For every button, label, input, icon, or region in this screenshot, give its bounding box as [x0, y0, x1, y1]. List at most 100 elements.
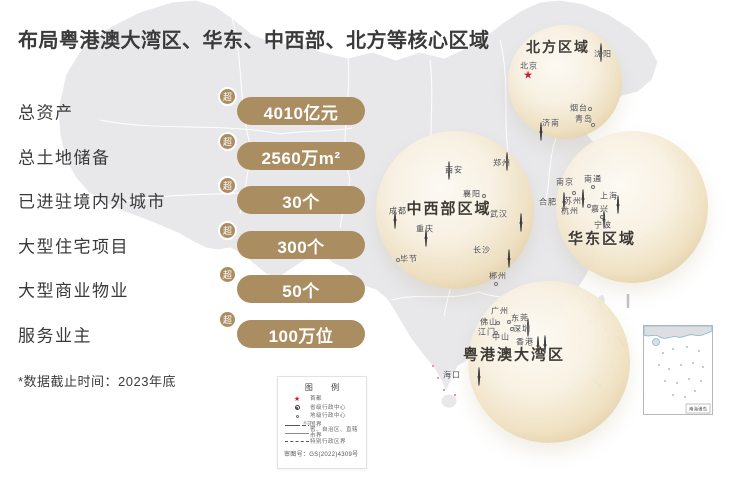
city-label: 合肥	[539, 197, 557, 207]
legend-item-label: 首都	[310, 396, 323, 403]
legend-symbol-line-province-icon	[284, 432, 310, 434]
legend-item-label: 省、自治区、直辖市界	[310, 427, 359, 440]
stat-row: 大型住宅项目 超 300个	[0, 221, 380, 259]
provincial-city-marker-icon	[600, 43, 602, 62]
map-legend: 图 例 ★ 首都 省级行政中心 地级行政中心 未定 国界 省、自治区、直辖市界 特别行政区界 …	[277, 376, 367, 469]
provincial-city-marker-icon	[537, 336, 539, 355]
city-label: 重庆	[416, 224, 434, 234]
legend-symbol-line-national-icon: 未定	[284, 420, 311, 426]
stat-row: 服务业主 超 100万位	[0, 310, 380, 348]
star-icon: ★	[293, 395, 301, 403]
city-label: 宁波	[594, 220, 612, 230]
stat-label: 大型住宅项目	[18, 237, 129, 257]
legend-item: ★ 首都	[284, 395, 360, 404]
city-city-marker-icon	[496, 321, 500, 325]
region-label: 北方区域	[526, 39, 590, 55]
city-city-marker-icon	[510, 327, 514, 331]
city-city-marker-icon	[494, 282, 498, 286]
stat-value: 300个	[237, 231, 365, 259]
stat-row: 大型商业物业 超 50个	[0, 265, 380, 303]
stat-value: 2560万m²	[237, 142, 365, 170]
provincial-city-marker-icon	[520, 213, 522, 232]
city-label: 郑州	[493, 158, 511, 168]
stat-label: 大型商业物业	[18, 281, 129, 301]
city-label: 广州	[491, 306, 509, 316]
region-label: 华东区域	[567, 230, 637, 248]
city-label: 中山	[492, 332, 510, 342]
provincial-city-marker-icon	[582, 189, 584, 208]
legend-item: 特别行政区界	[284, 438, 360, 447]
city-label: 嘉兴	[591, 204, 609, 214]
city-label: 成都	[389, 206, 407, 216]
stat-value: 30个	[237, 186, 365, 214]
region-circle	[508, 25, 622, 139]
city-city-marker-icon	[482, 194, 486, 198]
south-china-sea-inset: 南海诸岛	[643, 325, 713, 415]
legend-item: 地级行政中心	[284, 412, 360, 421]
legend-symbol-line-sar-icon	[284, 441, 310, 443]
map-approval-number: 审图号：GS(2022)4309号	[284, 452, 359, 458]
city-label: 佛山	[480, 317, 498, 327]
city-city-marker-icon	[587, 204, 591, 208]
line-sar-icon	[285, 441, 309, 443]
line-province-icon	[285, 432, 309, 434]
legend-items: ★ 首都 省级行政中心 地级行政中心 未定 国界 省、自治区、直辖市界 特别行政区界	[284, 395, 360, 446]
stat-label: 总土地储备	[18, 148, 111, 168]
city-label: 东莞	[511, 313, 529, 323]
city-label: 襄阳	[463, 189, 481, 199]
line-national-icon	[285, 423, 309, 426]
region-label: 粤港澳大湾区	[462, 346, 566, 364]
stat-row: 已进驻境内外城市 超 30个	[0, 176, 380, 214]
city-label: 南京	[556, 177, 574, 187]
provincial-city-marker-icon	[425, 228, 427, 247]
region-circle	[556, 131, 708, 283]
city-icon	[295, 414, 299, 418]
city-city-marker-icon	[600, 215, 604, 219]
legend-item-label: 地级行政中心	[310, 413, 347, 420]
city-label: 上海	[600, 191, 618, 201]
city-label: 香港	[516, 337, 534, 347]
stat-label: 已进驻境内外城市	[18, 192, 166, 212]
provincial-city-marker-icon	[617, 195, 619, 214]
legend-symbol-provincial-icon	[284, 405, 310, 411]
inset-map: 南海诸岛	[643, 325, 713, 415]
provincial-city-marker-icon	[394, 210, 396, 229]
inset-label: 南海诸岛	[689, 406, 707, 413]
legend-title: 图 例	[304, 383, 348, 392]
stat-row: 总资产 超 4010亿元	[0, 87, 380, 125]
legend-note: 未定	[303, 419, 311, 425]
provincial-city-marker-icon	[603, 210, 605, 229]
provincial-city-marker-icon	[508, 249, 510, 268]
stat-value: 4010亿元	[237, 97, 365, 125]
legend-symbol-star-icon: ★	[284, 396, 310, 403]
city-label: 南通	[584, 174, 602, 184]
page-title: 布局粤港澳大湾区、华东、中西部、北方等核心区域	[18, 30, 490, 52]
legend-item: 省、自治区、直辖市界	[284, 427, 360, 440]
city-label: 海口	[443, 370, 461, 380]
provincial-city-marker-icon	[540, 122, 542, 141]
city-label: 西安	[445, 165, 463, 175]
city-city-marker-icon	[507, 320, 511, 324]
stat-badge: 超	[218, 132, 237, 151]
provincial-city-marker-icon	[506, 152, 508, 171]
provincial-city-marker-icon	[448, 161, 450, 180]
stat-badge: 超	[218, 310, 237, 329]
provincial-city-marker-icon	[563, 192, 565, 211]
region-label: 中西部区域	[406, 200, 492, 218]
city-label: 苏州	[564, 196, 582, 206]
legend-item-label: 特别行政区界	[310, 438, 347, 445]
provincial-icon	[294, 405, 300, 411]
stat-badge: 超	[218, 221, 237, 240]
city-city-marker-icon	[591, 123, 595, 127]
city-city-marker-icon	[588, 107, 592, 111]
city-label: 长沙	[473, 245, 491, 255]
stat-badge: 超	[218, 265, 237, 284]
legend-item-label: 省级行政中心	[310, 404, 347, 411]
legend-symbol-city-icon	[284, 414, 310, 418]
stat-value: 50个	[237, 275, 365, 303]
stat-label: 服务业主	[18, 326, 92, 346]
region-circle	[468, 281, 630, 443]
city-label: 济南	[542, 118, 560, 128]
map-regions: ★ 北京 沈阳 济南 烟台 青岛 北方区域 西安 郑州 襄阳 成都 武汉 重庆 长沙 毕节 郴州 中西部区域 南京…	[0, 0, 740, 443]
